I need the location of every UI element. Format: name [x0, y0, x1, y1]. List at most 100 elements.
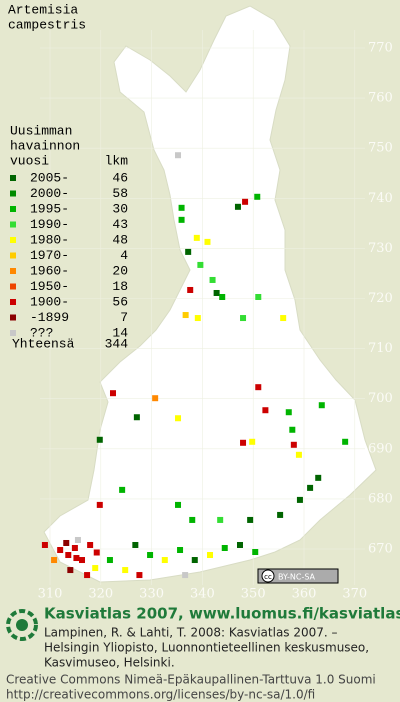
citation-line: Kasvimuseo, Helsinki.	[44, 656, 175, 670]
legend-label: 2005-	[30, 170, 69, 185]
legend-count: 4	[120, 248, 128, 263]
observation	[147, 552, 154, 559]
observation	[93, 549, 100, 556]
legend-heading: havainnon	[10, 138, 80, 153]
observation	[152, 395, 159, 402]
legend-count: 58	[112, 186, 128, 201]
observation	[182, 572, 189, 579]
observation	[252, 549, 259, 556]
finland-outline	[43, 5, 377, 583]
observation	[178, 204, 185, 211]
observation	[254, 193, 261, 200]
legend-total: 344	[105, 336, 129, 351]
legend-label: 2000-	[30, 186, 69, 201]
observation	[191, 557, 198, 564]
legend-swatch	[10, 268, 16, 274]
observation	[209, 276, 216, 283]
citation-line: Helsingin Yliopisto, Luonnontieteellinen…	[44, 641, 369, 655]
observation	[57, 547, 64, 554]
easting-label: 320	[88, 587, 113, 602]
observation	[277, 511, 284, 518]
legend-count: 18	[112, 279, 128, 294]
legend-heading: Uusimman	[10, 123, 72, 138]
legend-swatch	[10, 175, 16, 181]
observation	[177, 547, 184, 554]
observation	[84, 572, 91, 579]
observation	[249, 438, 256, 445]
legend-count: 48	[112, 232, 128, 247]
legend-swatch	[10, 283, 16, 290]
easting-label: 350	[241, 587, 266, 602]
observation	[197, 261, 204, 268]
observation	[296, 496, 303, 503]
badge-icon	[261, 569, 275, 583]
observation	[342, 438, 349, 445]
observation	[106, 557, 113, 564]
legend-swatch	[10, 314, 16, 321]
observation	[187, 286, 194, 293]
license-line: http://creativecommons.org/licenses/by-n…	[6, 688, 315, 702]
legend-label: 1900-	[30, 294, 69, 309]
northing-label: 720	[368, 291, 393, 306]
legend-label: 1990-	[30, 217, 69, 232]
logo-ring	[6, 609, 38, 641]
observation	[71, 544, 78, 551]
observation	[133, 414, 140, 421]
easting-label: 330	[139, 587, 164, 602]
observation	[175, 152, 182, 159]
observation	[285, 409, 292, 416]
observation	[182, 312, 189, 319]
observation	[96, 436, 103, 443]
species-genus: Artemisia	[8, 2, 78, 17]
observation	[92, 565, 99, 572]
observation	[109, 390, 116, 397]
legend-label: 1995-	[30, 201, 69, 216]
observation	[175, 501, 182, 508]
observation	[193, 234, 200, 241]
legend-count: 56	[112, 294, 128, 309]
observation	[73, 555, 80, 562]
observation	[219, 293, 226, 300]
observation	[318, 402, 325, 409]
observation	[247, 516, 254, 523]
footer-title: Kasviatlas 2007, www.luomus.fi/kasviatla…	[44, 605, 400, 623]
observation	[315, 474, 322, 481]
citation-line: Lampinen, R. & Lahti, T. 2008: Kasviatla…	[44, 626, 338, 640]
observation	[255, 384, 262, 391]
northing-label: 700	[368, 391, 393, 406]
species-epithet: campestris	[8, 17, 86, 32]
observation	[194, 315, 201, 322]
easting-label: 340	[190, 587, 215, 602]
northing-label: 750	[368, 141, 393, 156]
legend-label: ???	[30, 325, 53, 340]
legend-count: 46	[112, 170, 128, 185]
badge-box	[257, 568, 339, 584]
observation	[240, 315, 247, 322]
legend-label: -1899	[30, 310, 69, 325]
observation	[41, 541, 48, 548]
observation	[67, 567, 74, 574]
legend-swatch	[10, 221, 16, 228]
observation	[295, 451, 302, 458]
legend-label: 1960-	[30, 263, 69, 278]
easting-label: 370	[342, 587, 367, 602]
license-badge: cc BY-NC-SA	[257, 568, 339, 584]
legend-heading: vuosi	[10, 153, 49, 168]
observation	[185, 248, 192, 255]
legend-count: 14	[112, 325, 128, 340]
observation	[221, 544, 228, 551]
legend-count: 20	[112, 263, 128, 278]
observation	[79, 557, 86, 564]
northing-label: 730	[368, 241, 393, 256]
northing-label: 710	[368, 341, 393, 356]
badge-icon-text: cc	[264, 573, 272, 581]
legend-count: 30	[112, 201, 128, 216]
observation	[119, 486, 126, 493]
northing-label: 680	[368, 491, 393, 506]
legend-swatch	[10, 190, 16, 197]
badge-text: BY-NC-SA	[278, 573, 316, 582]
easting-label: 360	[292, 587, 317, 602]
